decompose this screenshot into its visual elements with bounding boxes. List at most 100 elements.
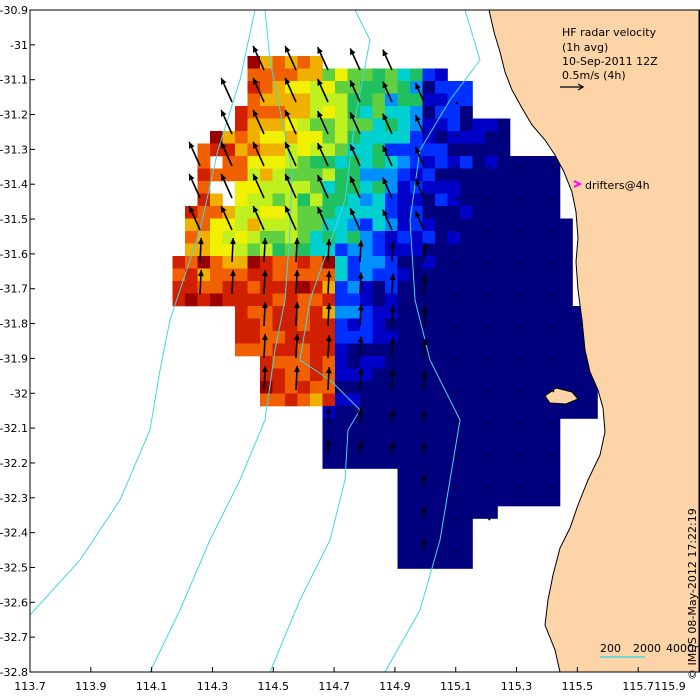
velocity-arrow	[421, 474, 427, 487]
velocity-cell	[460, 381, 473, 394]
velocity-cell	[460, 218, 473, 232]
velocity-arrow	[414, 178, 425, 199]
velocity-cell	[260, 293, 273, 307]
velocity-cell	[347, 381, 361, 394]
x-tick-label: 115.5	[562, 680, 594, 693]
velocity-cell	[372, 393, 386, 407]
velocity-cell	[435, 181, 448, 194]
velocity-cell	[285, 356, 298, 369]
velocity-cell	[397, 556, 411, 569]
velocity-cell	[372, 143, 386, 157]
velocity-cell	[410, 343, 423, 357]
velocity-cell	[360, 281, 373, 294]
plot-frame	[29, 9, 700, 673]
velocity-cell	[547, 443, 561, 457]
velocity-cell	[510, 293, 523, 307]
velocity-cell	[322, 168, 336, 182]
velocity-arrow	[252, 109, 265, 135]
velocity-arrow	[357, 440, 364, 455]
velocity-cell	[397, 93, 411, 107]
velocity-arrow	[421, 370, 428, 391]
velocity-cell	[447, 218, 461, 232]
velocity-arrow	[455, 165, 459, 169]
velocity-cell	[485, 443, 498, 457]
velocity-cell	[472, 181, 486, 194]
velocity-cell	[510, 318, 523, 332]
x-tick-label: 114.7	[318, 680, 350, 693]
velocity-cell	[447, 81, 461, 94]
velocity-arrow	[519, 453, 523, 457]
velocity-cell	[297, 206, 311, 219]
velocity-cell	[235, 318, 248, 332]
isobath-line	[269, 9, 371, 673]
velocity-arrow	[349, 144, 361, 167]
velocity-cell	[472, 131, 486, 144]
velocity-arrow	[487, 293, 491, 297]
velocity-arrow	[284, 173, 297, 199]
velocity-cell	[472, 481, 486, 494]
velocity-cell	[422, 106, 436, 119]
velocity-cell	[285, 231, 298, 244]
velocity-cell	[472, 306, 486, 319]
velocity-cell	[522, 418, 536, 432]
velocity-cell	[347, 356, 361, 369]
velocity-cell	[385, 456, 398, 469]
velocity-cell	[460, 106, 473, 119]
velocity-cell	[485, 406, 498, 419]
velocity-cell	[510, 206, 523, 219]
velocity-cell	[522, 293, 536, 307]
velocity-cell	[472, 443, 486, 457]
velocity-cell	[522, 468, 536, 482]
velocity-cell	[285, 318, 298, 332]
velocity-cell	[497, 306, 511, 319]
velocity-cell	[360, 431, 373, 444]
velocity-cell	[360, 218, 373, 232]
velocity-cell	[522, 431, 536, 444]
velocity-arrow	[389, 441, 396, 455]
velocity-cell	[285, 306, 298, 319]
velocity-cell	[197, 243, 211, 257]
velocity-cell	[260, 356, 273, 369]
velocity-cell	[347, 443, 361, 457]
velocity-cell	[447, 256, 461, 269]
velocity-cell	[410, 506, 423, 519]
velocity-cell	[460, 356, 473, 369]
velocity-arrow	[357, 408, 364, 423]
velocity-arrow	[382, 145, 393, 167]
y-tick-label: -30.9	[0, 4, 28, 17]
velocity-cell	[272, 93, 286, 107]
velocity-arrow	[455, 293, 459, 297]
velocity-cell	[235, 343, 248, 357]
velocity-arrow	[357, 304, 364, 327]
velocity-cell	[222, 131, 236, 144]
velocity-cell	[197, 181, 211, 194]
velocity-cell	[410, 531, 423, 544]
velocity-cell	[410, 481, 423, 494]
velocity-cell	[360, 143, 373, 157]
right-arrow-icon	[560, 83, 585, 91]
velocity-cell	[497, 381, 511, 394]
velocity-cell	[497, 243, 511, 257]
velocity-cell	[360, 231, 373, 244]
velocity-cell	[235, 268, 248, 282]
velocity-cell	[522, 181, 536, 194]
velocity-cell	[360, 456, 373, 469]
velocity-cell	[410, 93, 423, 107]
velocity-arrow	[357, 240, 364, 263]
velocity-cell	[410, 431, 423, 444]
velocity-cell	[422, 456, 436, 469]
velocity-cell	[247, 268, 261, 282]
velocity-cell	[172, 256, 186, 269]
velocity-cell	[510, 443, 523, 457]
velocity-cell	[510, 431, 523, 444]
velocity-cell	[372, 156, 386, 169]
velocity-cell	[460, 331, 473, 344]
velocity-cell	[310, 381, 323, 394]
velocity-cell	[397, 106, 411, 119]
velocity-cell	[347, 418, 361, 432]
velocity-cell	[460, 393, 473, 407]
velocity-arrow	[316, 142, 329, 167]
velocity-cell	[497, 268, 511, 282]
velocity-cell	[522, 206, 536, 219]
velocity-cell	[372, 406, 386, 419]
